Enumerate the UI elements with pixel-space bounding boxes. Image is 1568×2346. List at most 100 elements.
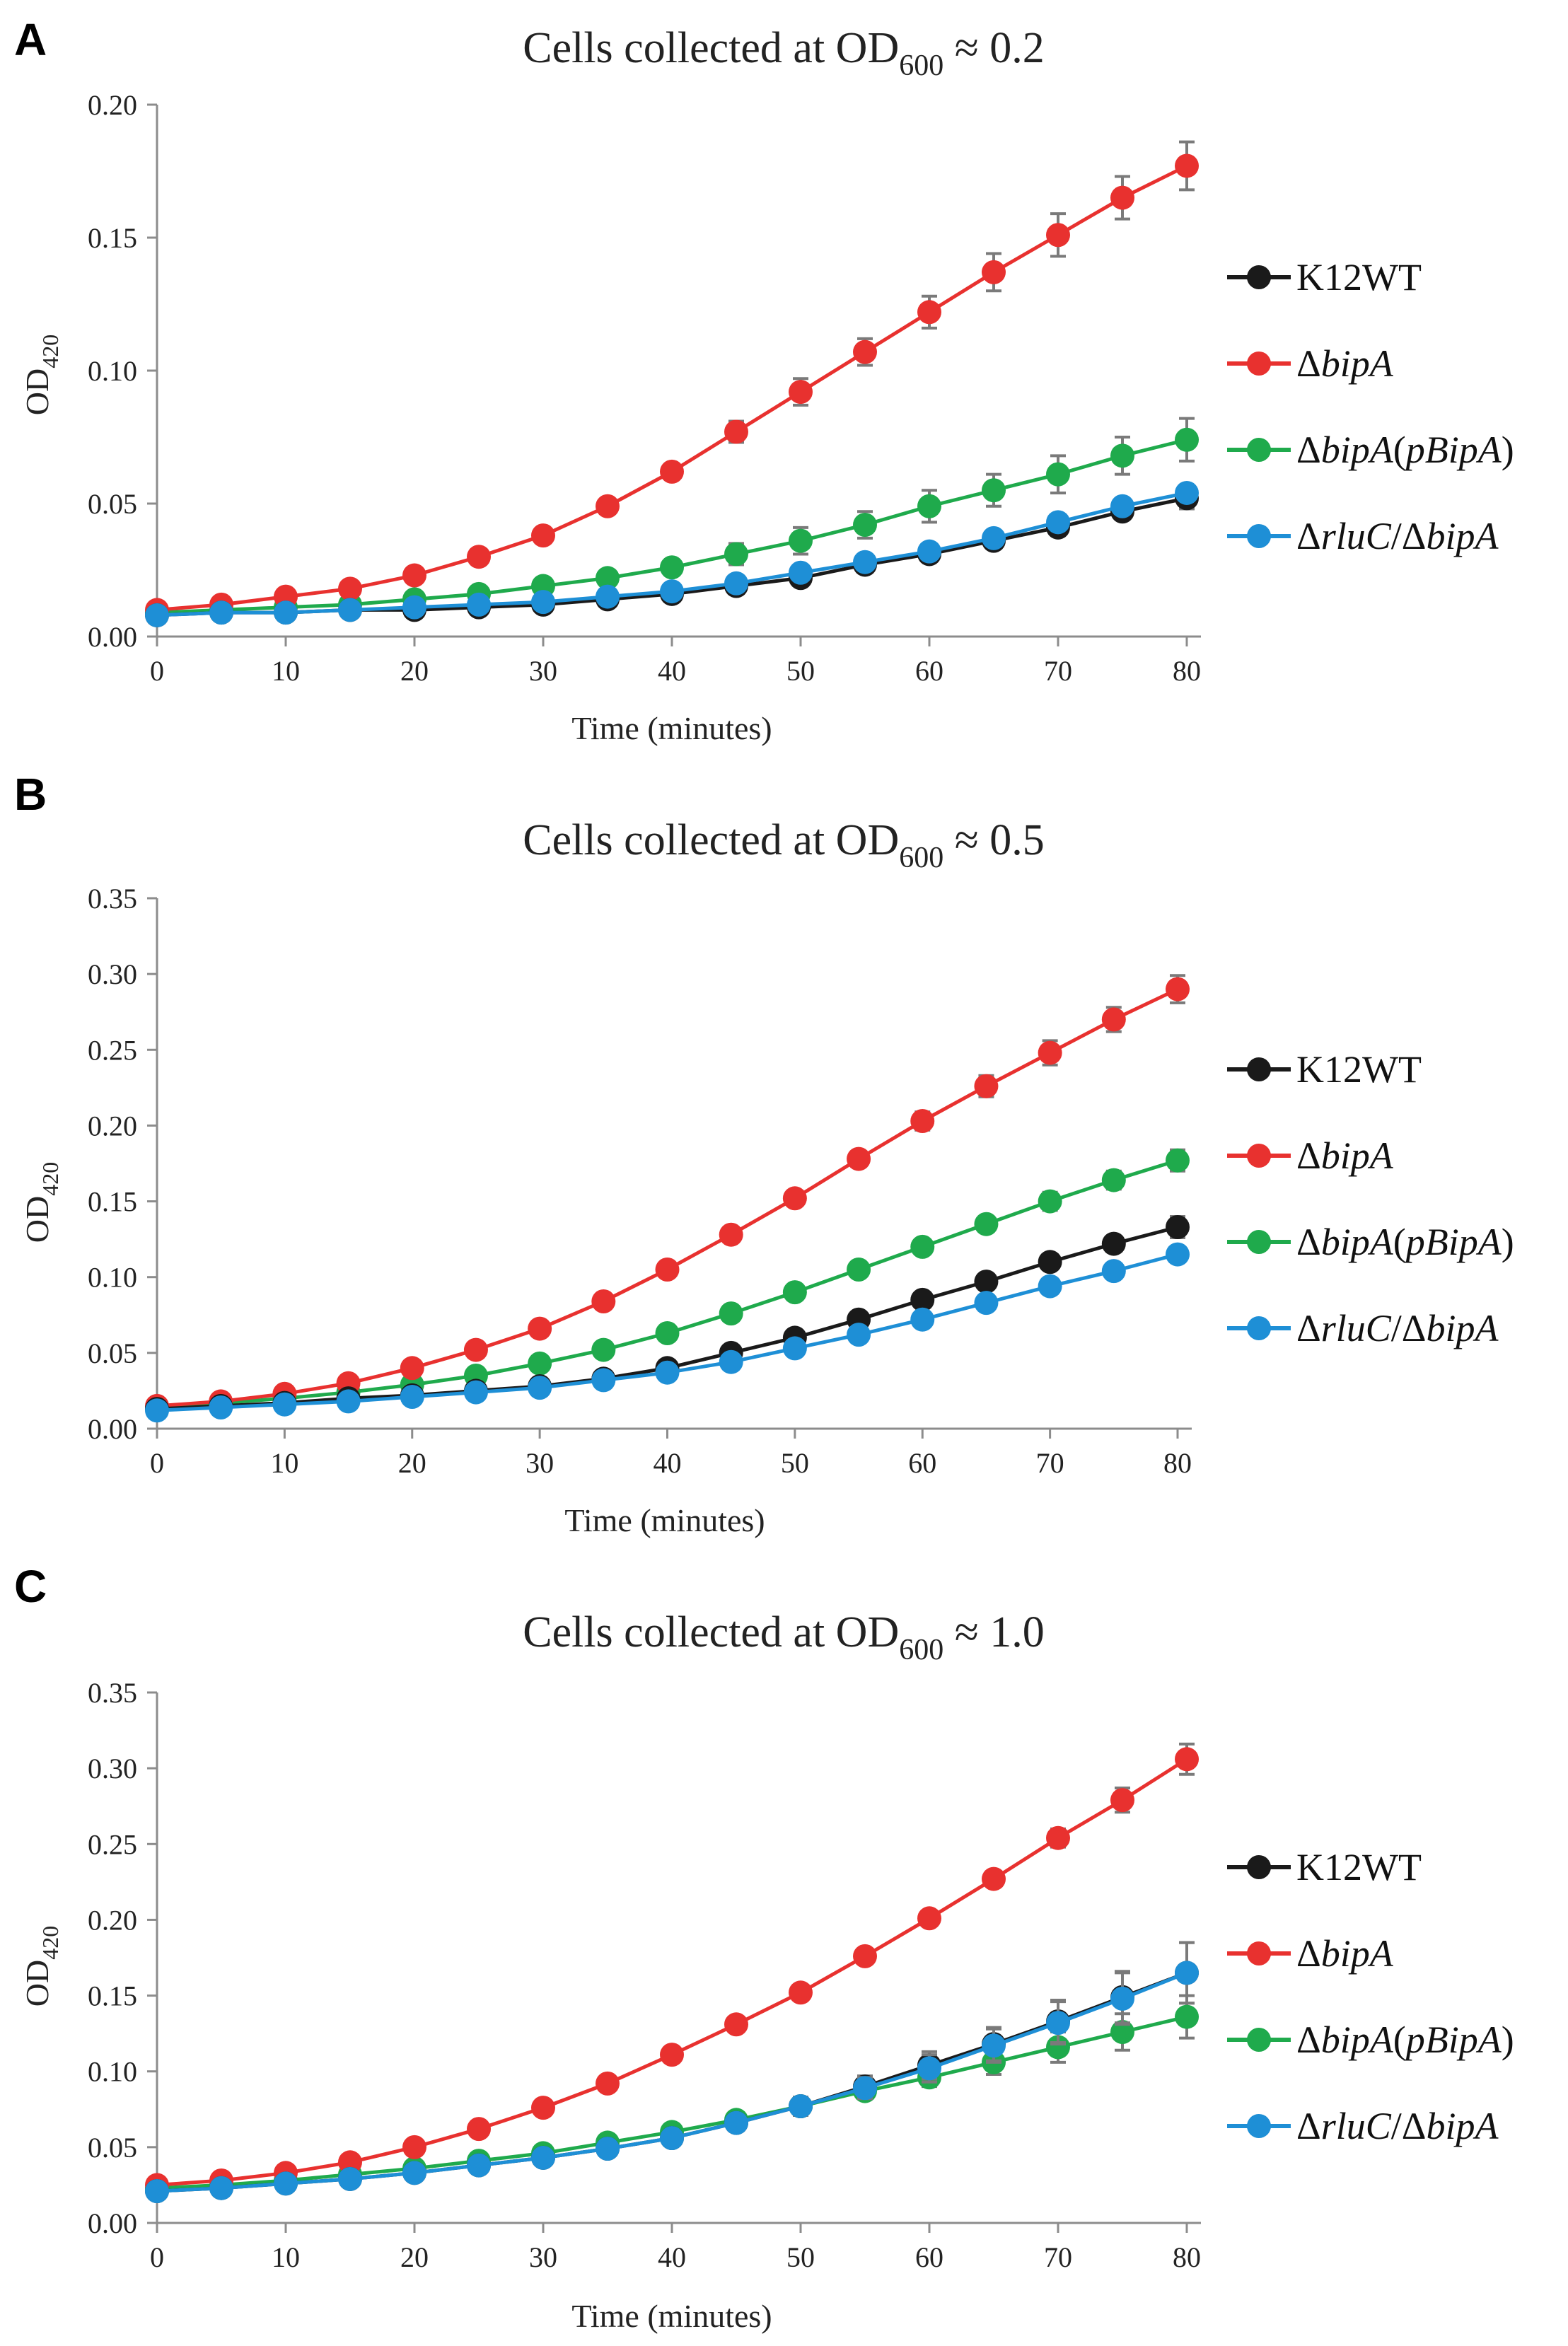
data-point — [274, 2171, 298, 2196]
legend-marker — [1247, 1316, 1271, 1340]
x-tick-label: 20 — [400, 2241, 429, 2273]
x-tick-label: 0 — [150, 2241, 164, 2273]
x-tick-label: 70 — [1036, 1447, 1064, 1479]
y-axis-label: OD420 — [19, 1926, 63, 2007]
x-axis-label: Time (minutes) — [564, 1502, 765, 1538]
data-point — [789, 1980, 813, 2005]
data-point — [274, 600, 298, 625]
legend: K12WT ΔbipA ΔbipA(pBipA) ΔrluC/ΔbipA — [1227, 1048, 1514, 1349]
data-point — [528, 1376, 552, 1400]
data-point — [982, 2033, 1006, 2058]
data-point — [591, 1368, 616, 1393]
panel-a: A Cells collected at OD600 ≈ 0.2 Time (m… — [14, 14, 1514, 746]
legend-label: ΔbipA(pBipA) — [1296, 1221, 1514, 1263]
y-tick-label: 0.05 — [88, 2132, 137, 2164]
series-line — [156, 1971, 1187, 2193]
data-point — [463, 1380, 488, 1405]
x-tick-label: 10 — [272, 2241, 300, 2273]
legend-label: K12WT — [1296, 1846, 1422, 1888]
y-axis-label-main: OD — [19, 1960, 55, 2007]
data-point — [1038, 1189, 1062, 1214]
data-point — [974, 1270, 999, 1294]
data-point — [1110, 494, 1134, 518]
data-point — [910, 1287, 935, 1312]
data-point — [1175, 153, 1199, 178]
data-point — [1175, 1961, 1199, 1985]
data-point — [917, 494, 941, 518]
data-point — [910, 1109, 935, 1133]
data-point — [719, 1222, 743, 1247]
legend-marker — [1247, 1230, 1271, 1254]
data-point — [1110, 1788, 1134, 1813]
data-point — [467, 2153, 491, 2178]
y-axis-label-subscript: 420 — [37, 1926, 63, 1960]
legend-label: K12WT — [1296, 1048, 1422, 1091]
data-point — [209, 1395, 233, 1419]
data-point — [338, 2166, 362, 2191]
data-point — [782, 1280, 807, 1305]
data-point — [591, 1337, 616, 1362]
data-point — [724, 419, 748, 444]
data-point — [719, 1301, 743, 1326]
legend-marker — [1247, 2114, 1271, 2138]
data-point — [1101, 1259, 1126, 1284]
data-point — [660, 579, 684, 604]
legend-marker — [1247, 1941, 1271, 1965]
x-tick-label: 40 — [658, 2241, 686, 2273]
data-point — [1101, 1007, 1126, 1032]
data-point — [1110, 443, 1134, 468]
legend-marker — [1247, 438, 1271, 462]
x-tick-label: 60 — [915, 655, 943, 687]
series-line — [156, 1971, 1187, 2193]
data-point — [1046, 223, 1070, 248]
y-tick-label: 0.00 — [88, 621, 137, 653]
x-tick-label: 50 — [786, 2241, 815, 2273]
data-point — [1175, 2004, 1199, 2029]
data-point — [982, 525, 1006, 550]
y-tick-label: 0.10 — [88, 1262, 137, 1294]
x-tick-label: 0 — [150, 1447, 164, 1479]
data-point — [789, 528, 813, 553]
chart-title: Cells collected at OD600 ≈ 1.0 — [523, 1608, 1045, 1666]
y-tick-label: 0.15 — [88, 1186, 137, 1218]
panel-letter: B — [14, 769, 47, 820]
x-tick-label: 50 — [786, 655, 815, 687]
x-tick-label: 20 — [400, 655, 429, 687]
data-point — [917, 539, 941, 564]
data-point — [1166, 977, 1190, 1001]
data-point — [1110, 185, 1134, 210]
data-point — [724, 542, 748, 567]
data-point — [596, 566, 620, 591]
y-tick-label: 0.10 — [88, 355, 137, 387]
data-point — [209, 2176, 233, 2200]
series-0 — [145, 1941, 1199, 2203]
x-tick-label: 50 — [781, 1447, 809, 1479]
series-3 — [145, 1941, 1199, 2203]
data-point — [660, 2043, 684, 2067]
data-point — [591, 1289, 616, 1313]
data-point — [1101, 1168, 1126, 1192]
data-point — [910, 1307, 935, 1332]
chart-title-main: Cells collected at OD — [523, 24, 899, 72]
y-tick-label: 0.20 — [88, 89, 137, 121]
legend-label: ΔbipA(pBipA) — [1296, 429, 1514, 471]
data-point — [596, 494, 620, 518]
data-point — [467, 2117, 491, 2142]
data-point — [531, 2096, 555, 2120]
data-point — [145, 1398, 169, 1423]
data-point — [974, 1291, 999, 1316]
data-point — [145, 2179, 169, 2203]
data-point — [789, 380, 813, 405]
data-point — [1175, 480, 1199, 505]
data-point — [724, 2110, 748, 2135]
x-tick-label: 0 — [150, 655, 164, 687]
data-point — [1166, 1148, 1190, 1173]
chart-title: Cells collected at OD600 ≈ 0.2 — [523, 24, 1045, 82]
y-axis-label-main: OD — [19, 1196, 55, 1243]
data-point — [1175, 427, 1199, 452]
data-point — [724, 2012, 748, 2037]
legend: K12WT ΔbipA ΔbipA(pBipA) ΔrluC/ΔbipA — [1227, 256, 1514, 557]
legend-label: ΔbipA — [1296, 1932, 1394, 1975]
data-point — [847, 1258, 871, 1282]
